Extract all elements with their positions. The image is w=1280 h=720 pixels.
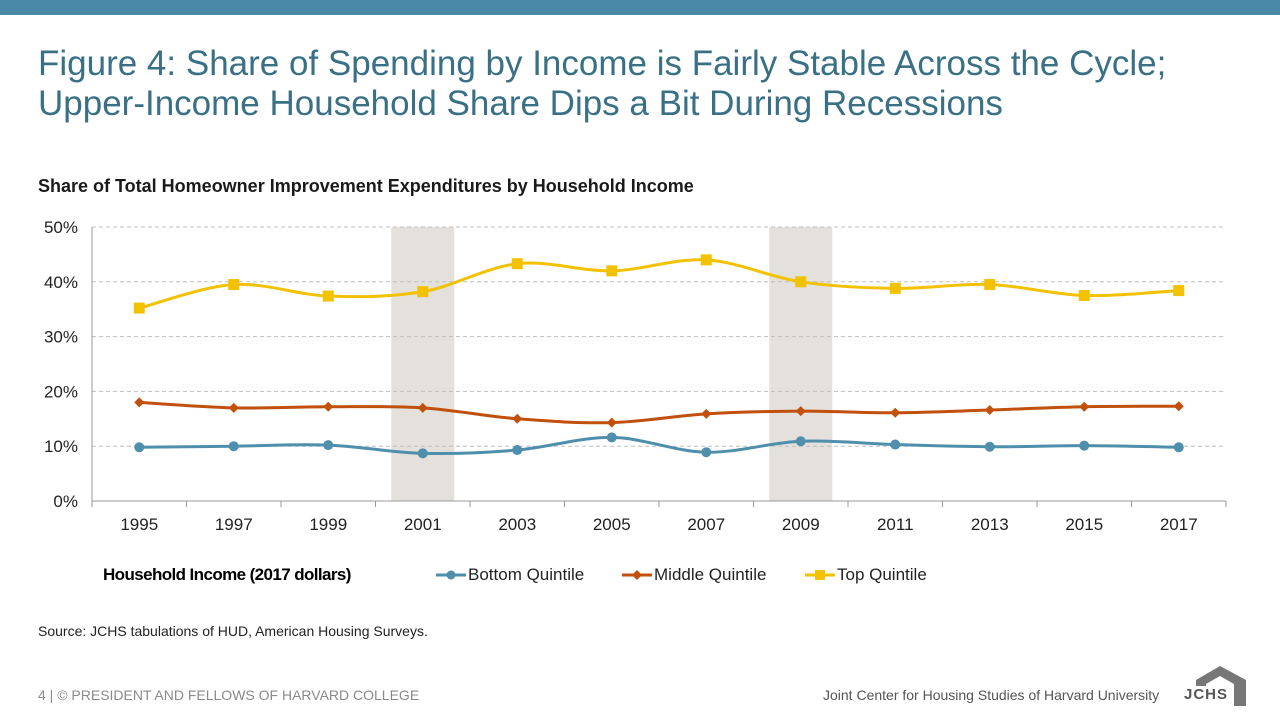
x-tick-label: 1999 — [309, 515, 347, 534]
legend-top-quintile: Top Quintile — [805, 565, 927, 585]
data-point-diamond — [606, 417, 617, 428]
series-line — [139, 400, 1179, 425]
x-tick-label: 2009 — [782, 515, 820, 534]
legend-label: Top Quintile — [837, 565, 927, 584]
legend-middle-quintile: Middle Quintile — [622, 565, 766, 585]
slide-title: Figure 4: Share of Spending by Income is… — [38, 44, 1167, 123]
x-tick-label: 1995 — [120, 515, 158, 534]
data-point-circle — [512, 445, 523, 456]
legend-label: Middle Quintile — [654, 565, 767, 584]
data-point-square — [417, 286, 429, 298]
data-point-diamond — [512, 413, 523, 424]
data-point-circle — [1079, 440, 1090, 451]
recession-band — [769, 227, 833, 501]
x-tick-label: 2013 — [971, 515, 1009, 534]
y-tick-label: 10% — [44, 437, 78, 456]
y-tick-label: 50% — [44, 218, 78, 237]
y-tick-label: 40% — [44, 273, 78, 292]
source-note: Source: JCHS tabulations of HUD, America… — [38, 623, 428, 639]
data-point-diamond — [323, 401, 334, 412]
legend-title: Household Income (2017 dollars) — [103, 565, 351, 584]
legend-square-marker-icon — [805, 570, 835, 580]
logo-text: JCHS — [1184, 686, 1229, 703]
data-point-circle — [606, 432, 617, 443]
x-tick-label: 2011 — [877, 515, 914, 534]
data-point-circle — [795, 436, 806, 447]
data-point-diamond — [890, 407, 901, 418]
legend-label: Bottom Quintile — [468, 565, 585, 584]
data-point-circle — [323, 440, 334, 451]
legend-circle-marker-icon — [436, 570, 466, 580]
data-point-circle — [134, 442, 145, 453]
data-point-circle — [984, 441, 995, 452]
data-point-diamond — [795, 406, 806, 417]
data-point-diamond — [1173, 401, 1184, 412]
data-point-diamond — [228, 402, 239, 413]
legend-bottom-quintile: Bottom Quintile — [436, 565, 584, 585]
x-tick-label: 2003 — [498, 515, 536, 534]
data-point-square — [228, 279, 240, 291]
line-chart: 0% 10% 20% 30% 40% 50% 1995 1997 1999 2001 2003 200… — [44, 218, 1227, 534]
data-point-square — [511, 258, 523, 270]
recession-band — [391, 227, 455, 501]
data-point-square — [322, 290, 334, 302]
top-accent-bar — [0, 0, 1280, 15]
footer-copyright: 4 | © PRESIDENT AND FELLOWS OF HARVARD C… — [38, 687, 420, 703]
data-point-diamond — [1079, 401, 1090, 412]
data-point-square — [795, 276, 807, 288]
legend-diamond-marker-icon — [622, 570, 652, 580]
data-point-circle — [890, 439, 901, 450]
data-point-square — [984, 279, 996, 291]
series-line — [138, 258, 1179, 310]
data-point-square — [133, 302, 145, 314]
x-tick-label: 2017 — [1160, 515, 1198, 534]
data-point-diamond — [984, 405, 995, 416]
jchs-house-logo-icon — [1196, 666, 1246, 706]
data-point-diamond — [417, 402, 428, 413]
x-tick-label: 2005 — [593, 515, 631, 534]
data-point-circle — [1173, 442, 1184, 453]
data-point-circle — [417, 448, 428, 459]
data-point-square — [889, 282, 901, 294]
x-tick-label: 2001 — [404, 515, 442, 534]
y-tick-label: 0% — [53, 492, 78, 511]
data-point-circle — [701, 447, 712, 458]
data-point-square — [1173, 285, 1185, 297]
chart-title: Share of Total Homeowner Improvement Exp… — [38, 176, 694, 196]
data-point-square — [700, 254, 712, 266]
y-tick-label: 20% — [44, 382, 78, 401]
footer-organization: Joint Center for Housing Studies of Harv… — [823, 687, 1160, 703]
series-line — [139, 435, 1179, 456]
data-point-square — [606, 265, 618, 277]
x-tick-label: 1997 — [215, 515, 253, 534]
x-tick-label: 2015 — [1065, 515, 1103, 534]
x-tick-label: 2007 — [687, 515, 725, 534]
data-point-diamond — [701, 408, 712, 419]
data-point-circle — [228, 441, 239, 452]
y-tick-label: 30% — [44, 328, 78, 347]
data-point-diamond — [134, 397, 145, 408]
data-point-square — [1078, 290, 1090, 301]
